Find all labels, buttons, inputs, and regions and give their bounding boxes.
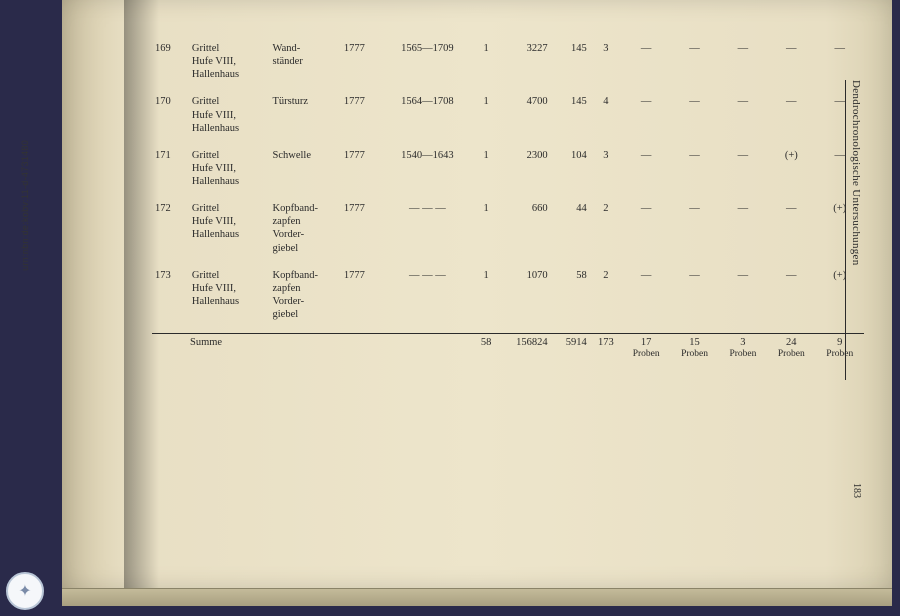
row-c9: 2 — [590, 267, 622, 324]
row-location: GrittelHufe VIII,Hallenhaus — [189, 93, 270, 136]
row-c13: — — [767, 40, 815, 83]
row-id: 171 — [152, 147, 189, 190]
row-location: GrittelHufe VIII,Hallenhaus — [189, 200, 270, 257]
row-c6: 1 — [472, 267, 500, 324]
row-c10: — — [622, 40, 670, 83]
row-c7: 3227 — [500, 40, 551, 83]
row-spacer — [152, 257, 864, 267]
row-c11: — — [670, 93, 718, 136]
sum-unit: Proben — [625, 349, 667, 361]
dendro-table: 169GrittelHufe VIII,HallenhausWand-ständ… — [152, 40, 864, 363]
sum-c12: 3Proben — [719, 333, 767, 363]
sum-label: Summe — [152, 333, 472, 363]
sum-c11: 15Proben — [670, 333, 718, 363]
row-location: GrittelHufe VIII,Hallenhaus — [189, 267, 270, 324]
row-c8: 58 — [551, 267, 590, 324]
row-id: 172 — [152, 200, 189, 257]
row-c9: 2 — [590, 200, 622, 257]
row-c10: — — [622, 267, 670, 324]
row-inv-year: 1777 — [341, 93, 382, 136]
table-row: 170GrittelHufe VIII,HallenhausTürsturz17… — [152, 93, 864, 136]
row-c12: — — [719, 147, 767, 190]
row-c8: 145 — [551, 40, 590, 83]
row-c13: — — [767, 200, 815, 257]
row-c12: — — [719, 93, 767, 136]
row-c8: 104 — [551, 147, 590, 190]
row-spacer — [152, 137, 864, 147]
row-c10: — — [622, 200, 670, 257]
sum-unit: Proben — [722, 349, 764, 361]
row-inv-year: 1777 — [341, 40, 382, 83]
sum-unit: Proben — [673, 349, 715, 361]
row-c7: 1070 — [500, 267, 551, 324]
row-spacer — [152, 323, 864, 333]
table-row: 169GrittelHufe VIII,HallenhausWand-ständ… — [152, 40, 864, 83]
row-c6: 1 — [472, 200, 500, 257]
row-spacer — [152, 190, 864, 200]
sum-c6: 58 — [472, 333, 500, 363]
row-c10: — — [622, 93, 670, 136]
book-edge — [62, 588, 892, 606]
row-c13: (+) — [767, 147, 815, 190]
sum-c10: 17Proben — [622, 333, 670, 363]
page-number: 183 — [851, 483, 862, 498]
row-c11: — — [670, 147, 718, 190]
urn-label: urn:nbn:de:kobv:11-d-4731480 — [20, 140, 30, 271]
row-c8: 44 — [551, 200, 590, 257]
row-part: Kopfband-zapfenVorder-giebel — [270, 267, 341, 324]
row-c7: 660 — [500, 200, 551, 257]
table-row: 171GrittelHufe VIII,HallenhausSchwelle17… — [152, 147, 864, 190]
sum-c13: 24Proben — [767, 333, 815, 363]
table-row: 173GrittelHufe VIII,HallenhausKopfband-z… — [152, 267, 864, 324]
row-c11: — — [670, 267, 718, 324]
row-c8: 145 — [551, 93, 590, 136]
row-id: 170 — [152, 93, 189, 136]
row-id: 169 — [152, 40, 189, 83]
row-location: GrittelHufe VIII,Hallenhaus — [189, 40, 270, 83]
page-content: 169GrittelHufe VIII,HallenhausWand-ständ… — [152, 40, 864, 540]
row-part: Wand-ständer — [270, 40, 341, 83]
running-header: Dendrochronologische Untersuchungen — [845, 80, 862, 380]
row-spacer — [152, 83, 864, 93]
row-c6: 1 — [472, 93, 500, 136]
library-seal-icon: ✦ — [6, 572, 44, 610]
table-row: 172GrittelHufe VIII,HallenhausKopfband-z… — [152, 200, 864, 257]
row-range: — — — — [382, 200, 472, 257]
row-c6: 1 — [472, 40, 500, 83]
row-c12: — — [719, 200, 767, 257]
row-range: 1565—1709 — [382, 40, 472, 83]
row-c9: 3 — [590, 40, 622, 83]
row-part: Schwelle — [270, 147, 341, 190]
row-c14: — — [815, 40, 864, 83]
row-c9: 3 — [590, 147, 622, 190]
row-inv-year: 1777 — [341, 200, 382, 257]
row-range: 1564—1708 — [382, 93, 472, 136]
row-range: — — — — [382, 267, 472, 324]
row-id: 173 — [152, 267, 189, 324]
row-c12: — — [719, 267, 767, 324]
sum-c9: 173 — [590, 333, 622, 363]
row-range: 1540—1643 — [382, 147, 472, 190]
row-c12: — — [719, 40, 767, 83]
page-scan: 169GrittelHufe VIII,HallenhausWand-ständ… — [62, 0, 892, 588]
row-part: Kopfband-zapfenVorder-giebel — [270, 200, 341, 257]
row-c7: 4700 — [500, 93, 551, 136]
row-c10: — — [622, 147, 670, 190]
row-inv-year: 1777 — [341, 267, 382, 324]
row-c13: — — [767, 93, 815, 136]
row-c11: — — [670, 40, 718, 83]
row-part: Türsturz — [270, 93, 341, 136]
row-c11: — — [670, 200, 718, 257]
row-c6: 1 — [472, 147, 500, 190]
sum-unit: Proben — [770, 349, 812, 361]
sum-row: Summe58156824591417317Proben15Proben3Pro… — [152, 333, 864, 363]
row-c7: 2300 — [500, 147, 551, 190]
sum-c8: 5914 — [551, 333, 590, 363]
row-location: GrittelHufe VIII,Hallenhaus — [189, 147, 270, 190]
row-c9: 4 — [590, 93, 622, 136]
row-inv-year: 1777 — [341, 147, 382, 190]
row-c13: — — [767, 267, 815, 324]
sum-c7: 156824 — [500, 333, 551, 363]
